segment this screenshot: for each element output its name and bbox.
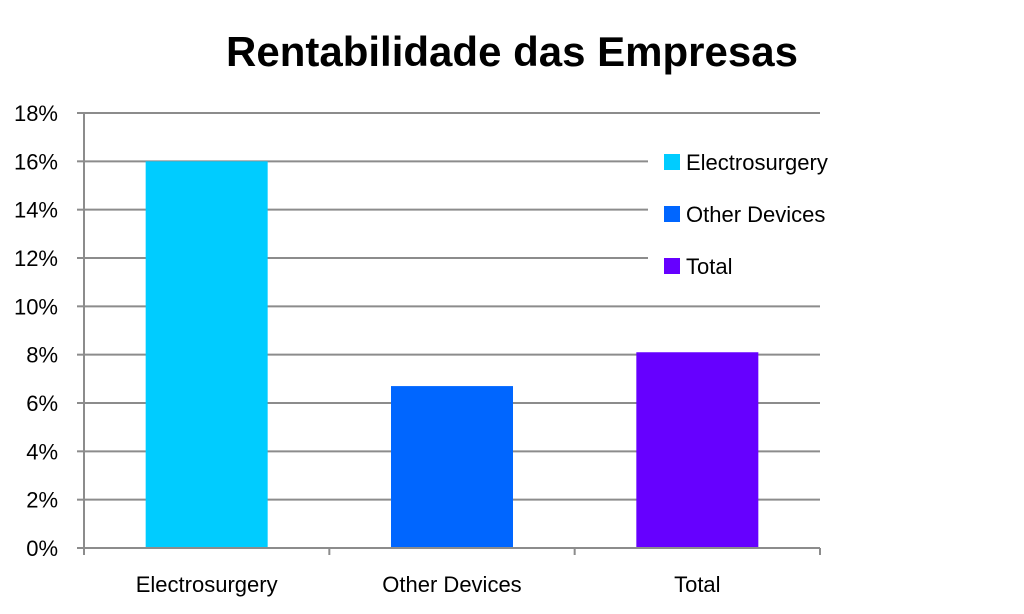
chart-title: Rentabilidade das Empresas xyxy=(226,28,798,75)
y-tick-label: 8% xyxy=(26,343,58,368)
y-axis-ticks: 0% 2% 4% 6% 8% 10% 12% 14% 16% 18% xyxy=(14,101,84,561)
y-tick-label: 6% xyxy=(26,391,58,416)
bars xyxy=(145,161,759,549)
legend: Electrosurgery Other Devices Total xyxy=(648,140,864,286)
x-category-label: Electrosurgery xyxy=(136,572,278,597)
y-tick-label: 12% xyxy=(14,246,58,271)
legend-label: Total xyxy=(686,254,732,279)
legend-label: Other Devices xyxy=(686,202,825,227)
y-tick-label: 10% xyxy=(14,294,58,319)
legend-box xyxy=(648,140,864,286)
x-category-label: Other Devices xyxy=(382,572,521,597)
axes xyxy=(83,113,821,555)
legend-swatch xyxy=(664,154,680,170)
legend-swatch xyxy=(664,206,680,222)
x-axis-categories: Electrosurgery Other Devices Total xyxy=(136,572,721,597)
y-tick-label: 14% xyxy=(14,198,58,223)
legend-label: Electrosurgery xyxy=(686,150,828,175)
y-tick-label: 2% xyxy=(26,488,58,513)
bar xyxy=(636,352,759,548)
bar xyxy=(391,386,513,548)
legend-swatch xyxy=(664,258,680,274)
y-tick-label: 0% xyxy=(26,536,58,561)
bar xyxy=(145,161,268,549)
y-tick-label: 18% xyxy=(14,101,58,126)
y-tick-label: 16% xyxy=(14,149,58,174)
y-tick-label: 4% xyxy=(26,439,58,464)
x-category-label: Total xyxy=(674,572,720,597)
